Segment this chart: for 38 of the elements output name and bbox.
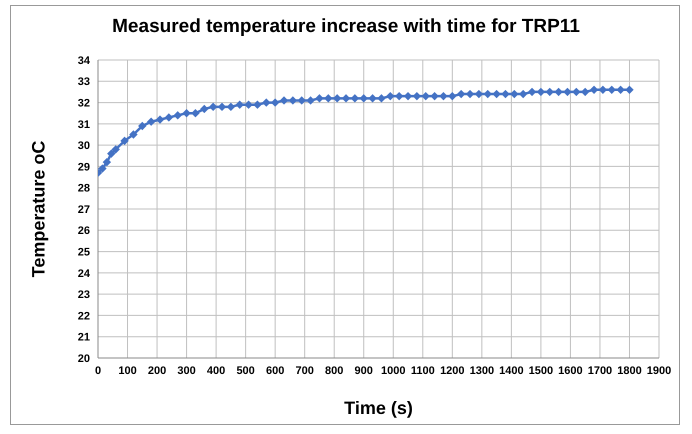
x-tick-label: 1500 [528,364,554,377]
x-tick-label: 1200 [440,364,465,377]
y-tick-label: 26 [78,225,90,238]
x-tick-label: 1900 [646,364,672,377]
y-tick-label: 23 [78,289,90,302]
y-tick-label: 27 [78,204,90,216]
y-tick-label: 30 [78,140,90,152]
x-tick-label: 1000 [381,364,406,377]
x-tick-label: 1100 [410,364,435,377]
y-tick-label: 32 [78,97,90,110]
x-tick-label: 200 [148,364,166,377]
x-tick-label: 1300 [470,364,494,377]
y-tick-label: 31 [78,118,90,131]
y-tick-label: 34 [78,54,91,67]
y-tick-label: 25 [78,246,90,258]
y-tick-label: 20 [78,352,90,365]
y-tick-label: 22 [78,310,90,322]
x-tick-label: 400 [206,364,226,377]
x-tick-label: 600 [266,364,284,377]
x-tick-label: 500 [236,364,255,377]
y-tick-label: 33 [78,76,90,88]
x-tick-label: 700 [296,364,314,377]
x-tick-label: 1400 [499,364,524,377]
y-axis-title: Temperature oC [28,140,48,278]
y-tick-label: 28 [78,182,90,195]
y-tick-label: 21 [78,332,90,344]
x-tick-label: 100 [118,364,137,377]
x-axis-title: Time (s) [344,398,413,418]
chart-title: Measured temperature increase with time for TRP11 [111,16,581,38]
x-tick-label: 1600 [558,364,583,377]
x-tick-label: 900 [354,364,373,377]
y-tick-label: 24 [78,268,91,280]
x-tick-label: 800 [325,364,344,377]
x-tick-label: 0 [94,364,102,377]
y-tick-label: 29 [78,161,90,174]
x-tick-label: 1800 [617,364,642,377]
x-tick-label: 1700 [588,364,612,377]
x-tick-label: 300 [177,364,196,377]
